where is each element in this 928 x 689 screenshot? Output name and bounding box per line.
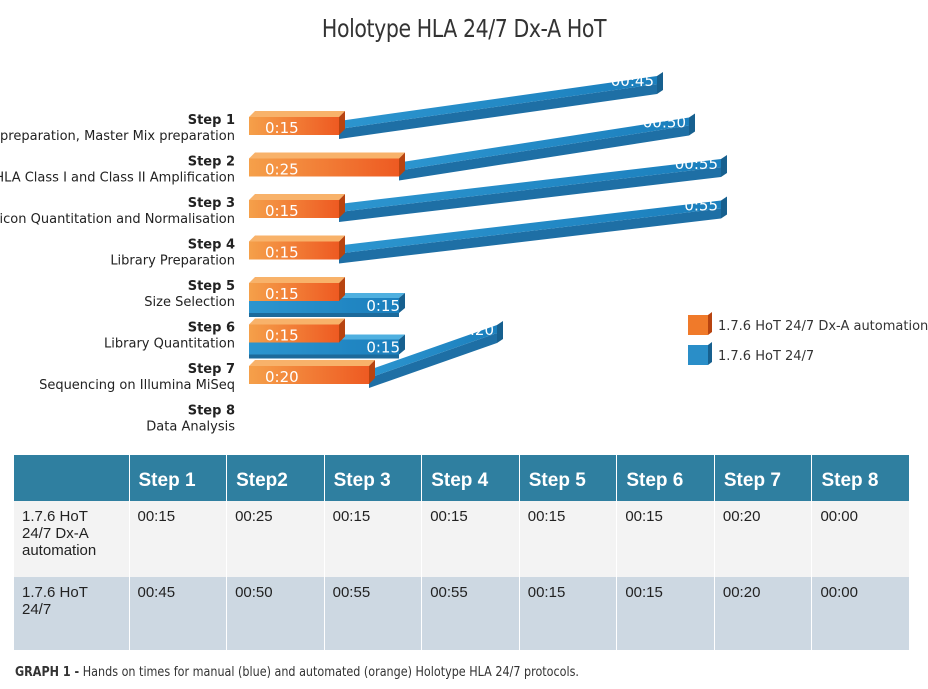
table-row: 1.7.6 HoT 24/7 00:45 00:50 00:55 00:55 00:15 0…	[14, 577, 910, 650]
step-label: Step 3	[188, 196, 235, 211]
bar-value-label: 0:55	[684, 197, 718, 215]
bar-value-label: 0:25	[265, 161, 299, 179]
table-cell: 00:00	[811, 501, 910, 577]
bar-value-label: 00:50	[643, 114, 686, 132]
table-cell: 00:15	[519, 501, 618, 577]
table-cell: 00:15	[519, 577, 618, 650]
bar-orange	[249, 235, 345, 260]
bar-blue	[369, 321, 503, 388]
step-description: gDNA preparation, Master Mix preparation	[0, 129, 235, 144]
table-column-header: Step 6	[616, 455, 715, 501]
bar-blue	[339, 155, 727, 222]
bar-orange	[249, 152, 405, 177]
bar-blue	[339, 196, 727, 264]
bar-value-label: 0:15	[265, 119, 299, 137]
legend-item: 1.7.6 HoT 24/7	[688, 342, 814, 365]
table-row-label: 1.7.6 HoT 24/7	[14, 577, 130, 650]
step-label: Step 8	[188, 404, 235, 419]
table-column-header: Step 5	[519, 455, 618, 501]
caption-prefix: GRAPH 1 -	[15, 665, 80, 680]
table-row: 1.7.6 HoT 24/7 Dx-A automation 00:15 00:25…	[14, 501, 910, 577]
legend-swatch	[688, 315, 708, 335]
step-description: Sequencing on Illumina MiSeq	[39, 378, 235, 393]
bar-orange	[249, 194, 345, 218]
bar-value-label: 0:15	[265, 285, 299, 303]
bar-value-label: 0:20	[460, 321, 494, 339]
table-header-row: Step 1 Step2 Step 3 Step 4 Step 5 Step 6 Step …	[14, 455, 910, 501]
table-column-header: Step2	[226, 455, 325, 501]
step-description: Data Analysis	[146, 420, 235, 435]
table-column-header: Step 3	[324, 455, 423, 501]
table-column-header: Step 4	[421, 455, 520, 501]
data-table: Step 1 Step2 Step 3 Step 4 Step 5 Step 6 Step …	[14, 455, 910, 650]
bar-value-label: 00:45	[611, 72, 654, 90]
table-cell: 00:20	[714, 577, 813, 650]
bar-orange	[249, 360, 375, 384]
table-cell: 00:25	[226, 501, 325, 577]
table-cell: 00:50	[226, 577, 325, 650]
figure-caption: GRAPH 1 - Hands on times for manual (blu…	[15, 665, 579, 680]
table-column-header: Step 7	[714, 455, 813, 501]
step-description: Library Preparation	[110, 254, 235, 269]
step-label: Step 2	[188, 155, 235, 170]
bar-value-label: 0:15	[265, 244, 299, 262]
bar-value-label: 0:15	[265, 327, 299, 345]
chart-title: Holotype HLA 24/7 Dx-A HoT	[321, 14, 607, 43]
step-description: HLA Class I and Class II Amplification	[0, 171, 235, 186]
step-description: Amplicon Quantitation and Normalisation	[0, 212, 235, 227]
caption-text: Hands on times for manual (blue) and aut…	[79, 665, 579, 680]
bar-value-label: 0:15	[366, 339, 400, 357]
table-cell: 00:15	[324, 501, 423, 577]
table-row-label: 1.7.6 HoT 24/7 Dx-A automation	[14, 501, 130, 577]
table-cell: 00:20	[714, 501, 813, 577]
table-cell: 00:15	[421, 501, 520, 577]
legend-swatch	[688, 345, 708, 365]
table-corner-cell	[14, 455, 130, 501]
legend-label: 1.7.6 HoT 24/7	[718, 349, 814, 364]
table-cell: 00:55	[421, 577, 520, 650]
table-column-header: Step 8	[811, 455, 910, 501]
table-cell: 00:15	[616, 577, 715, 650]
bar-orange	[249, 318, 345, 343]
step-description: Size Selection	[144, 295, 235, 310]
bar-chart: Step 1gDNA preparation, Master Mix prepa…	[0, 72, 928, 435]
table-cell: 00:00	[811, 577, 910, 650]
step-label: Step 1	[188, 113, 235, 128]
legend-label: 1.7.6 HoT 24/7 Dx-A automation	[718, 319, 928, 334]
table-cell: 00:55	[324, 577, 423, 650]
bar-value-label: 0:15	[366, 297, 400, 315]
legend-item: 1.7.6 HoT 24/7 Dx-A automation	[688, 312, 928, 335]
bar-blue	[339, 72, 663, 139]
table-cell: 00:45	[129, 577, 228, 650]
step-label: Step 6	[188, 321, 235, 336]
bar-value-label: 0:20	[265, 368, 299, 386]
step-label: Step 5	[188, 279, 235, 294]
bar-orange	[249, 111, 345, 135]
bar-orange	[249, 277, 345, 301]
bar-blue	[399, 113, 695, 181]
table-cell: 00:15	[129, 501, 228, 577]
bar-value-label: 00:55	[675, 155, 718, 173]
table-cell: 00:15	[616, 501, 715, 577]
step-label: Step 4	[188, 238, 235, 253]
table-column-header: Step 1	[129, 455, 228, 501]
bar-value-label: 0:15	[265, 202, 299, 220]
step-description: Library Quantitation	[104, 337, 235, 352]
step-label: Step 7	[188, 362, 235, 377]
